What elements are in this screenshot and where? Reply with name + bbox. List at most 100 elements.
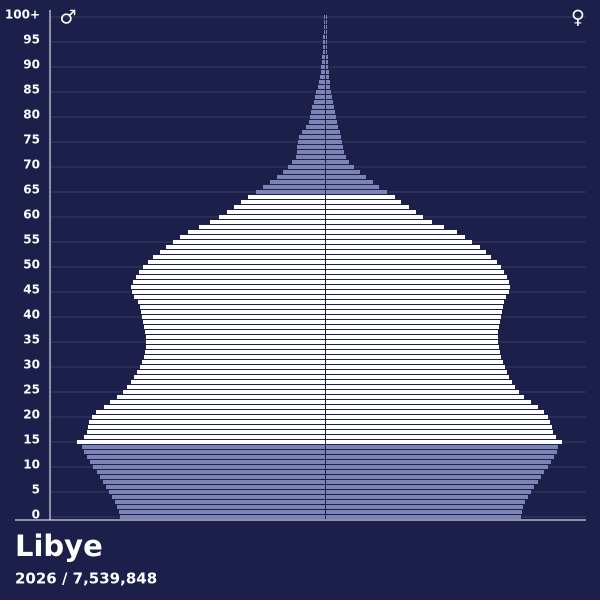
bar xyxy=(326,500,525,504)
bar xyxy=(137,370,325,374)
bar xyxy=(166,245,325,249)
legend-male: ♂ xyxy=(59,7,76,29)
bar xyxy=(146,340,325,344)
y-tick-label: 85 xyxy=(23,83,40,97)
bar xyxy=(326,165,354,169)
bar xyxy=(297,145,325,149)
bar xyxy=(326,125,338,129)
bar xyxy=(326,220,432,224)
bar xyxy=(326,35,327,39)
bar xyxy=(326,270,504,274)
bar xyxy=(302,130,325,134)
bar xyxy=(119,510,325,514)
bar xyxy=(326,195,395,199)
bar xyxy=(309,120,325,124)
bar xyxy=(143,265,325,269)
bar xyxy=(318,85,325,89)
bar xyxy=(326,100,333,104)
bar xyxy=(123,390,325,394)
bar xyxy=(140,305,325,309)
bar xyxy=(326,150,344,154)
y-tick-label: 80 xyxy=(23,108,40,122)
bar xyxy=(326,300,504,304)
bar xyxy=(139,270,325,274)
bar xyxy=(326,450,557,454)
bar xyxy=(326,50,327,54)
bar xyxy=(263,185,325,189)
bar xyxy=(326,495,528,499)
bar xyxy=(326,65,328,69)
y-tick-label: 35 xyxy=(23,333,40,347)
bar xyxy=(87,455,325,459)
y-tick-label: 55 xyxy=(23,233,40,247)
bar xyxy=(296,155,325,159)
bar xyxy=(326,255,491,259)
bar xyxy=(322,60,325,64)
bar xyxy=(326,245,480,249)
bar xyxy=(326,515,521,519)
bar xyxy=(326,355,501,359)
bar xyxy=(153,255,325,259)
bar xyxy=(326,510,522,514)
bar xyxy=(321,65,325,69)
y-tick-label: 70 xyxy=(23,158,40,172)
bar xyxy=(326,425,552,429)
bar xyxy=(326,240,472,244)
bar xyxy=(142,360,325,364)
y-tick-label: 5 xyxy=(32,483,40,497)
y-tick-label: 30 xyxy=(23,358,40,372)
bar xyxy=(326,105,334,109)
bar xyxy=(77,440,325,444)
bar xyxy=(326,305,503,309)
bar xyxy=(326,315,501,319)
bar xyxy=(326,420,550,424)
bar xyxy=(326,265,501,269)
bar xyxy=(270,180,325,184)
bar xyxy=(326,95,332,99)
bar xyxy=(234,205,325,209)
bar xyxy=(311,110,325,114)
bar xyxy=(326,280,509,284)
bar xyxy=(326,460,551,464)
bar xyxy=(110,400,325,404)
bar xyxy=(326,295,506,299)
bar xyxy=(326,85,330,89)
chart-title: Libye xyxy=(15,529,103,563)
bar xyxy=(326,490,531,494)
bar xyxy=(173,240,325,244)
bar xyxy=(326,20,327,24)
bar xyxy=(146,335,325,339)
bar xyxy=(84,450,325,454)
y-tick-label: 25 xyxy=(23,383,40,397)
bar xyxy=(306,125,325,129)
bar xyxy=(326,380,512,384)
bar xyxy=(324,20,325,24)
bar xyxy=(326,470,544,474)
bar xyxy=(323,45,325,49)
bar xyxy=(326,310,502,314)
bar xyxy=(310,115,325,119)
legend-female: ♀ xyxy=(571,7,585,29)
bar xyxy=(319,80,325,84)
bar xyxy=(326,345,499,349)
bar xyxy=(326,360,503,364)
bar xyxy=(326,30,327,34)
chart-subtitle: 2026 / 7,539,848 xyxy=(15,570,157,588)
bar xyxy=(142,315,325,319)
bar xyxy=(326,350,500,354)
bar xyxy=(106,485,325,489)
y-tick-label: 0 xyxy=(32,508,40,522)
bar xyxy=(100,475,325,479)
bar xyxy=(131,285,325,289)
bar xyxy=(148,260,325,264)
bar xyxy=(323,40,325,44)
bar xyxy=(326,260,497,264)
bar xyxy=(140,365,325,369)
bar xyxy=(320,75,325,79)
bar xyxy=(227,210,325,214)
bar xyxy=(96,410,325,414)
bar xyxy=(138,300,325,304)
bar xyxy=(180,235,325,239)
bar xyxy=(277,175,325,179)
